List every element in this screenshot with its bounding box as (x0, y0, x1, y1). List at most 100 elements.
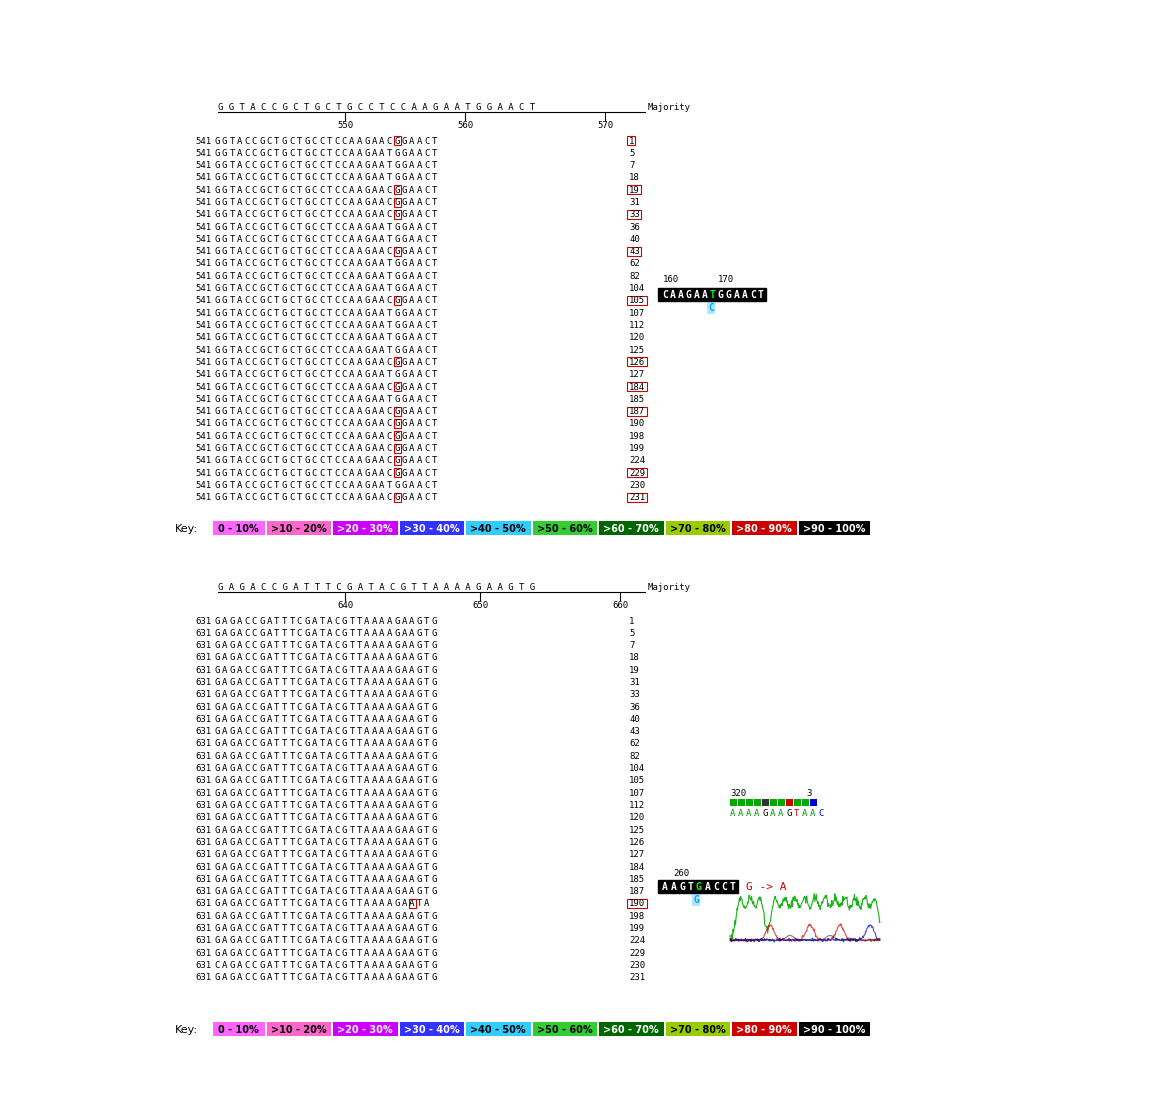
Text: G: G (259, 739, 265, 749)
Text: A: A (379, 727, 385, 736)
Text: T: T (432, 210, 438, 219)
Text: G: G (222, 137, 227, 146)
Text: G: G (364, 284, 370, 293)
Text: T: T (432, 395, 438, 404)
Text: A: A (409, 333, 415, 343)
Text: A: A (357, 432, 362, 441)
Text: 631: 631 (196, 702, 212, 711)
Text: G: G (229, 875, 235, 884)
Text: C: C (244, 272, 250, 280)
Text: G: G (417, 887, 422, 896)
Text: G: G (432, 838, 438, 847)
Text: 541: 541 (196, 223, 212, 232)
Text: G: G (304, 259, 310, 268)
Text: C: C (387, 383, 392, 392)
Text: C: C (334, 641, 340, 650)
Text: A: A (379, 850, 385, 859)
Text: A: A (267, 751, 272, 761)
Text: C: C (297, 715, 302, 723)
Text: C: C (297, 666, 302, 674)
Text: C: C (252, 395, 257, 404)
Text: >10 - 20%: >10 - 20% (271, 524, 326, 534)
Text: G: G (259, 641, 265, 650)
Text: G: G (304, 235, 310, 244)
Text: C: C (334, 617, 340, 626)
Text: T: T (297, 247, 302, 256)
Text: T: T (349, 936, 355, 945)
Text: G: G (394, 174, 400, 183)
Text: T: T (274, 690, 280, 699)
Text: T: T (282, 666, 287, 674)
Text: G: G (222, 481, 227, 490)
Text: 650: 650 (472, 601, 488, 610)
Bar (266, 521, 331, 535)
Text: C: C (387, 137, 392, 146)
Text: G: G (259, 814, 265, 823)
Text: G: G (214, 617, 220, 626)
Text: C: C (244, 912, 250, 920)
Text: T: T (274, 284, 280, 293)
Text: T: T (432, 161, 438, 170)
Text: A: A (379, 432, 385, 441)
Text: G: G (259, 149, 265, 158)
Text: A: A (402, 617, 407, 626)
Text: A: A (379, 838, 385, 847)
Text: C: C (334, 838, 340, 847)
Text: A: A (417, 284, 422, 293)
Text: G: G (304, 936, 310, 945)
Text: 541: 541 (196, 210, 212, 219)
Text: T: T (289, 899, 295, 908)
Text: G: G (432, 739, 438, 749)
Text: C: C (342, 371, 347, 380)
Text: G: G (417, 801, 422, 810)
Text: C: C (244, 493, 250, 502)
Text: G: G (402, 383, 407, 392)
Text: A: A (402, 961, 407, 969)
Text: T: T (274, 444, 280, 453)
Text: A: A (372, 456, 377, 465)
Text: C: C (334, 333, 340, 343)
Text: G: G (222, 308, 227, 317)
Text: G: G (342, 887, 347, 896)
Text: G: G (214, 666, 220, 674)
Text: A: A (372, 247, 377, 256)
Text: A: A (417, 161, 422, 170)
Text: A: A (372, 777, 377, 786)
Text: G: G (259, 259, 265, 268)
Text: A: A (237, 838, 242, 847)
Text: A: A (379, 653, 385, 662)
Text: A: A (379, 223, 385, 232)
Text: G: G (394, 690, 400, 699)
Text: A: A (387, 739, 392, 749)
Text: G: G (394, 641, 400, 650)
Text: C: C (387, 186, 392, 195)
Text: C: C (267, 333, 272, 343)
Text: C: C (289, 321, 295, 329)
Text: C: C (244, 727, 250, 736)
Text: A: A (364, 666, 370, 674)
Text: G: G (282, 223, 287, 232)
Text: A: A (327, 948, 332, 957)
Text: T: T (424, 666, 430, 674)
Text: T: T (349, 702, 355, 711)
Bar (532, 1022, 597, 1036)
Text: A: A (349, 259, 355, 268)
Text: A: A (357, 223, 362, 232)
Text: G: G (304, 875, 310, 884)
Text: T: T (432, 420, 438, 429)
Text: G: G (282, 296, 287, 305)
Text: T: T (357, 777, 362, 786)
Bar (627, 469, 647, 477)
Text: C: C (244, 346, 250, 355)
Text: 33: 33 (629, 690, 639, 699)
Text: C: C (342, 223, 347, 232)
Text: G: G (304, 617, 310, 626)
Text: >40 - 50%: >40 - 50% (470, 1025, 526, 1035)
Text: 185: 185 (629, 395, 645, 404)
Text: T: T (319, 826, 325, 835)
Text: G: G (222, 469, 227, 477)
Text: G: G (432, 814, 438, 823)
Text: C: C (289, 358, 295, 367)
Bar (394, 443, 401, 453)
Text: A: A (402, 715, 407, 723)
